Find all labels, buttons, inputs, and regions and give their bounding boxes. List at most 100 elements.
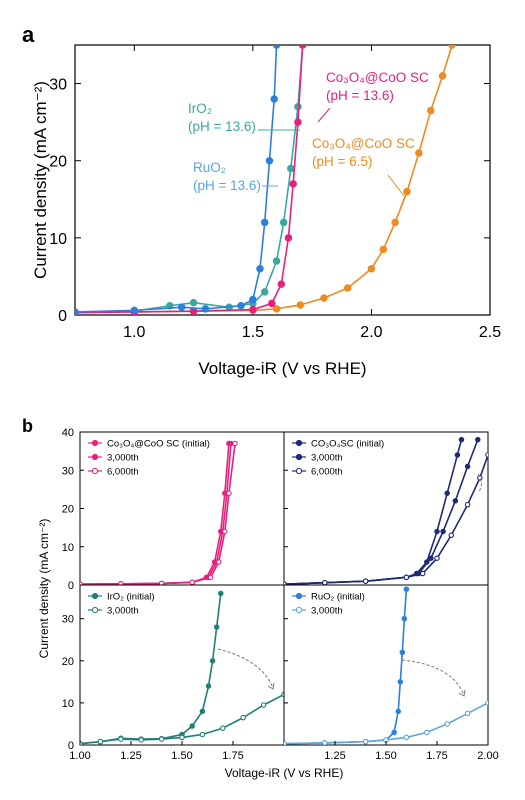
series-b-tl-2-point — [222, 528, 228, 535]
series-b-br-1-point — [362, 738, 369, 745]
series-b-tr-2-point — [485, 452, 488, 458]
series-b-tr-2-point — [322, 579, 328, 585]
y-tick-label-b-tl: 40 — [62, 427, 74, 439]
series-group-b-br — [284, 586, 488, 745]
series-orange-point — [320, 294, 328, 302]
series-b-br-1-point — [403, 734, 410, 741]
y-tick-label-b-bl: 20 — [62, 656, 74, 668]
degradation-arrowhead-ruo2 — [458, 689, 466, 697]
series-b-tr-2-line — [284, 454, 488, 585]
series-b-bl-1-point — [118, 736, 124, 742]
x-tick-label-a: 1.5 — [242, 324, 264, 341]
series-blue-point — [130, 306, 139, 315]
series-b-bl-1-point — [199, 731, 206, 738]
legend-label-b-tl: 6,000th — [107, 467, 139, 478]
series-b-bl-1-point — [97, 738, 104, 745]
series-blue-point — [75, 308, 79, 315]
ann-co3o4-65: Co₃O₄@CoO SC (pH = 6.5) — [312, 136, 415, 169]
legend-marker-b-br — [295, 592, 303, 600]
y-tick-label-b-bl: 10 — [62, 698, 74, 710]
series-b-br-0-point — [391, 729, 397, 736]
x-tick-label-b-right: 1.50 — [375, 750, 396, 762]
series-teal-point — [272, 257, 281, 265]
series-pink-point — [289, 180, 297, 188]
series-group-a — [75, 45, 456, 315]
series-b-bl-1-point — [138, 737, 144, 743]
series-b-bl-1-point — [240, 714, 246, 721]
series-b-tr-0-point — [444, 490, 450, 496]
panel-b: 0 10 20 30 40 Co₃O₄@CoO SC (initial) 3,000th 6,… — [37, 427, 499, 780]
x-tick-label-a: 2.0 — [360, 324, 382, 341]
ann-co3o4-65-arrow — [387, 174, 405, 197]
legend-marker-b-tl — [91, 439, 99, 447]
legend-label-b-br: RuO₂ (initial) — [311, 592, 365, 603]
legend-marker-b-tr — [295, 467, 303, 475]
y-tick-label-b-tl: 10 — [62, 542, 74, 554]
series-b-tr-1-point — [475, 436, 481, 443]
x-tick-label-a: 2.5 — [479, 324, 501, 341]
y-tick-label-a: 10 — [49, 231, 67, 248]
y-tick-label-b-tl: 0 — [68, 580, 74, 592]
series-b-bl-0-point — [218, 590, 224, 597]
series-b-bl-0-point — [189, 723, 195, 729]
series-b-bl-0-point — [209, 658, 216, 664]
series-orange-point — [403, 187, 411, 196]
series-orange-point — [438, 72, 447, 80]
series-b-tr-0-point — [458, 436, 465, 443]
series-b-tr-2-point — [403, 574, 410, 581]
x-axis-label-b: Voltage-iR (V vs RHE) — [225, 766, 344, 780]
legend-marker-b-bl — [91, 592, 99, 600]
series-orange-line — [75, 45, 453, 314]
plot-frame-a — [74, 44, 491, 316]
legend-marker-b-tl — [91, 467, 99, 475]
series-pink-point — [249, 305, 257, 314]
x-tick-label-b-left: 1.50 — [171, 750, 192, 762]
y-tick-label-b-bl: 0 — [68, 740, 74, 752]
series-teal-line — [75, 45, 304, 314]
series-b-tr-2-point — [464, 501, 471, 508]
series-b-tl-0-line — [80, 443, 230, 585]
series-b-tr-2-point — [477, 475, 483, 481]
y-tick-label-b-tl: 20 — [62, 504, 74, 516]
series-blue-point — [260, 218, 269, 227]
series-blue-point — [249, 295, 257, 304]
legend-label-b-tr: 3,000th — [311, 453, 343, 464]
series-b-tl-2-point — [226, 490, 232, 496]
series-b-tl-2-point — [118, 581, 124, 585]
series-b-bl-1-point — [158, 736, 165, 742]
ann-co3o4-136-line: Co₃O₄@CoO SC — [326, 70, 429, 85]
legend-label-b-br: 3,000th — [311, 606, 343, 617]
legend-marker-b-bl — [91, 606, 99, 614]
series-pink-point — [284, 234, 293, 242]
series-b-tl-2-point — [189, 579, 195, 585]
series-b-tr-1-point — [440, 528, 446, 535]
series-b-bl-1-point — [220, 725, 226, 731]
panel-label-b: b — [22, 416, 33, 436]
ann-co3o4-136: Co₃O₄@CoO SC (pH = 13.6) — [326, 70, 429, 103]
legend-marker-b-tl — [91, 453, 99, 461]
series-b-br-0-point — [395, 708, 401, 715]
y-tick-label-b-bl: 30 — [62, 614, 74, 626]
series-b-br-1-point — [444, 721, 450, 727]
ann-iro2: IrO₂ (pH = 13.6) — [188, 101, 256, 134]
series-b-tr-2-point — [362, 578, 369, 584]
series-blue-point — [272, 45, 281, 49]
series-teal-point — [260, 288, 269, 296]
ann-iro2-line: (pH = 13.6) — [188, 119, 256, 134]
series-b-br-0-point — [397, 679, 404, 685]
x-tick-label-b-right: 1.25 — [324, 750, 345, 762]
series-b-br-0-point — [401, 615, 408, 622]
series-pink-point — [268, 299, 276, 308]
series-b-tl-2-point — [158, 580, 165, 585]
series-b-tl-2-line — [80, 443, 236, 585]
ann-co3o4-65-line: (pH = 6.5) — [312, 154, 372, 169]
x-tick-label-b-left: 1.75 — [222, 750, 243, 762]
series-b-tr-0-point — [454, 452, 461, 458]
series-orange-point — [448, 45, 456, 49]
legend-label-b-tr: CO₃O₄SC (initial) — [311, 439, 384, 450]
series-b-bl-0-point — [213, 624, 220, 630]
series-b-tr-1-point — [428, 555, 434, 561]
ann-co3o4-136-arrow — [317, 107, 331, 123]
series-teal-point — [287, 164, 295, 173]
